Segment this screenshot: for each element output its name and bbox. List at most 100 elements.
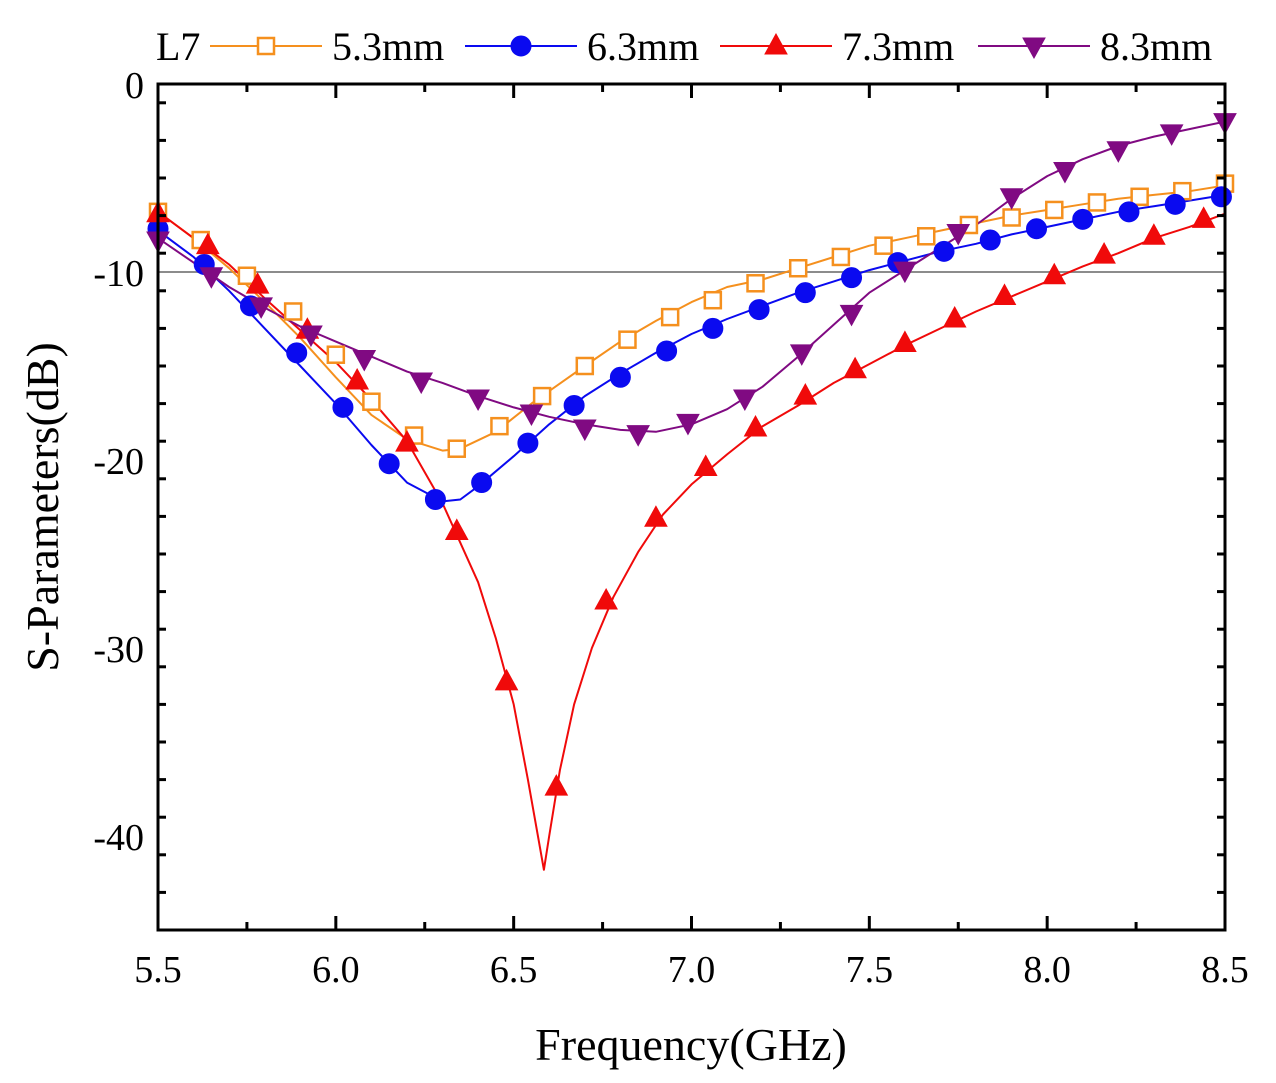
data-point-7.3mm: [544, 774, 569, 796]
data-point-8.3mm: [352, 349, 377, 372]
data-point-5.3mm: [283, 302, 303, 321]
y-tick-label: -10: [93, 253, 144, 295]
data-point-5.3mm: [326, 345, 346, 364]
legend-marker-8.3mm: [1022, 37, 1046, 60]
plot-area: [158, 84, 1225, 930]
legend-marker-7.3mm: [764, 32, 788, 55]
data-point-5.3mm: [788, 258, 808, 278]
data-point-6.3mm: [378, 453, 400, 475]
data-point-6.3mm: [1118, 201, 1140, 223]
data-point-7.3mm: [743, 415, 768, 437]
data-point-7.3mm: [992, 283, 1017, 305]
data-point-6.3mm: [702, 317, 724, 339]
data-point-5.3mm: [1130, 187, 1149, 207]
data-point-8.3mm: [1106, 141, 1131, 163]
legend-label-7.3mm: 7.3mm: [842, 24, 954, 69]
data-point-8.3mm: [299, 325, 323, 348]
data-point-8.3mm: [1053, 161, 1077, 184]
data-point-7.3mm: [1191, 206, 1216, 228]
data-point-6.3mm: [609, 366, 631, 388]
data-point-6.3mm: [563, 394, 585, 416]
data-point-5.3mm: [831, 247, 851, 267]
data-point-7.3mm: [843, 356, 867, 379]
data-point-5.3mm: [660, 307, 680, 327]
data-point-7.3mm: [494, 668, 519, 691]
data-point-5.3mm: [362, 392, 381, 411]
data-point-5.3mm: [1087, 193, 1107, 212]
data-point-7.3mm: [594, 587, 618, 610]
data-point-6.3mm: [332, 396, 354, 418]
y-axis-title: S-Parameters(dB): [17, 342, 68, 672]
legend-marker-5.3mm: [256, 36, 276, 56]
data-point-7.3mm: [444, 518, 469, 540]
data-point-8.3mm: [999, 188, 1024, 210]
data-point-6.3mm: [748, 299, 770, 321]
data-point-6.3mm: [1164, 193, 1186, 215]
data-point-7.3mm: [1142, 223, 1166, 245]
data-point-8.3mm: [839, 304, 864, 327]
data-point-6.3mm: [933, 240, 955, 262]
x-tick-label: 6.5: [490, 949, 538, 991]
legend-marker-6.3mm: [510, 35, 532, 57]
data-point-5.3mm: [916, 227, 936, 246]
data-point-7.3mm: [395, 430, 419, 452]
data-point-5.3mm: [746, 274, 765, 293]
x-tick-label: 8.5: [1201, 949, 1249, 991]
data-point-8.3mm: [676, 413, 700, 436]
data-point-6.3mm: [471, 472, 493, 494]
legend-label-8.3mm: 8.3mm: [1100, 24, 1212, 69]
data-point-6.3mm: [794, 282, 816, 304]
data-point-8.3mm: [572, 419, 597, 442]
data-point-6.3mm: [1072, 208, 1094, 230]
data-point-7.3mm: [195, 232, 220, 255]
data-point-7.3mm: [793, 383, 818, 405]
data-point-6.3mm: [286, 342, 308, 364]
y-tick-label: -40: [93, 817, 144, 859]
data-point-5.3mm: [1045, 200, 1064, 220]
data-point-8.3mm: [789, 344, 814, 366]
data-point-5.3mm: [237, 266, 257, 286]
data-point-8.3mm: [249, 297, 273, 319]
data-point-7.3mm: [893, 330, 917, 352]
data-point-8.3mm: [466, 389, 490, 411]
x-tick-label: 8.0: [1023, 949, 1071, 991]
x-tick-label: 7.0: [668, 949, 716, 991]
data-point-5.3mm: [575, 356, 595, 376]
data-point-8.3mm: [199, 267, 224, 289]
data-point-7.3mm: [1092, 242, 1116, 264]
data-point-7.3mm: [1042, 262, 1067, 285]
y-tick-label: 0: [125, 65, 144, 107]
data-point-8.3mm: [409, 372, 434, 395]
y-tick-label: -20: [93, 441, 144, 483]
data-point-8.3mm: [1159, 124, 1184, 146]
data-point-6.3mm: [424, 488, 446, 510]
data-point-6.3mm: [517, 432, 539, 454]
legend-title: L7: [156, 24, 200, 69]
data-point-5.3mm: [703, 290, 723, 310]
legend-label-6.3mm: 6.3mm: [587, 24, 699, 69]
legend-label-5.3mm: 5.3mm: [332, 24, 444, 69]
marker-layer: [146, 113, 1237, 796]
tick-layer: 5.5 6.0 6.5 7.0 7.5 8.0 8.5 0 -10 -20 -30 -40: [93, 65, 1248, 991]
data-point-6.3mm: [841, 267, 863, 289]
data-point-5.3mm: [447, 439, 467, 458]
data-point-8.3mm: [893, 261, 917, 284]
data-point-7.3mm: [942, 305, 967, 328]
x-tick-label: 6.0: [312, 949, 360, 991]
data-point-5.3mm: [490, 416, 509, 436]
data-point-5.3mm: [618, 330, 637, 349]
y-tick-label: -30: [93, 629, 144, 671]
x-axis-title: Frequency(GHz): [535, 1019, 847, 1070]
data-point-5.3mm: [874, 236, 893, 255]
data-point-7.3mm: [644, 505, 668, 527]
data-point-6.3mm: [656, 340, 678, 362]
data-point-8.3mm: [946, 224, 971, 246]
data-point-6.3mm: [979, 229, 1001, 251]
data-point-7.3mm: [345, 368, 370, 390]
x-tick-label: 5.5: [134, 949, 182, 991]
x-tick-label: 7.5: [846, 949, 894, 991]
legend: L7 5.3mm 6.3mm 7.3mm 8.3mm: [156, 24, 1212, 69]
data-point-7.3mm: [245, 272, 270, 294]
data-point-5.3mm: [532, 386, 552, 406]
